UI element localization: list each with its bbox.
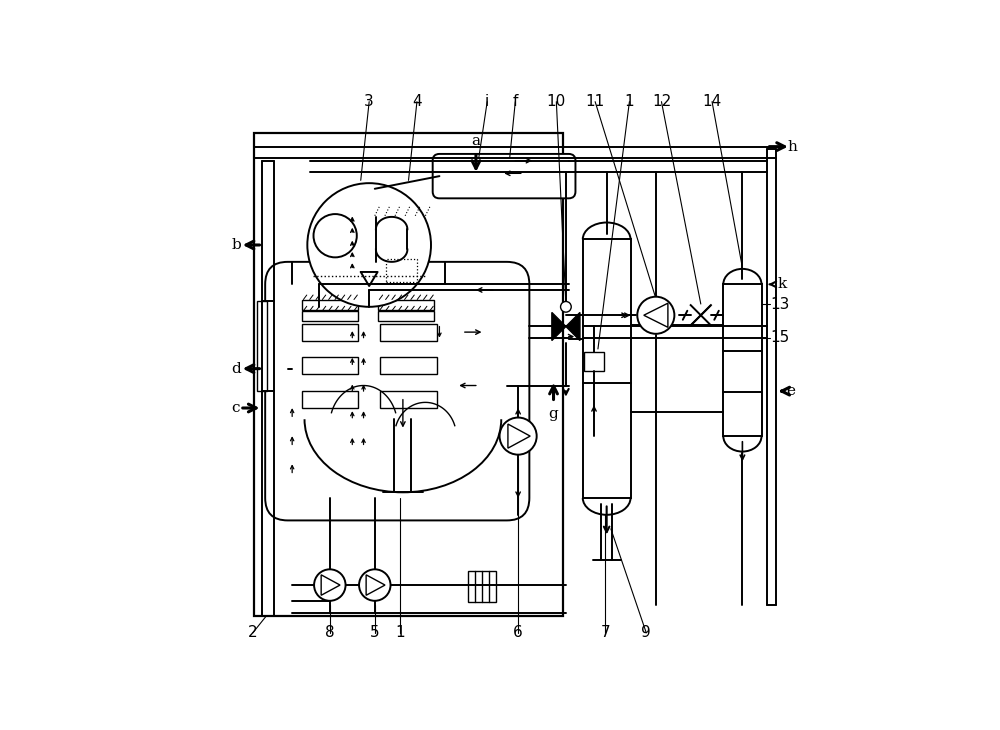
Text: 5: 5 [370,626,380,640]
Text: 1: 1 [395,626,405,640]
Polygon shape [508,424,530,448]
Text: d: d [231,361,241,376]
Bar [302,299,358,310]
Text: 15: 15 [770,330,789,345]
Bar [380,391,437,408]
Bar [380,358,437,374]
Bar [583,239,631,498]
Circle shape [561,301,571,312]
Text: k: k [778,277,787,291]
Text: 13: 13 [770,296,789,312]
Polygon shape [321,575,340,595]
Circle shape [307,183,431,307]
Bar [378,311,434,321]
Text: 1: 1 [625,94,634,110]
Polygon shape [644,303,668,327]
Text: a: a [471,134,480,148]
Text: 3: 3 [364,94,374,110]
Polygon shape [366,575,385,595]
Circle shape [637,296,674,334]
Polygon shape [552,312,566,340]
Polygon shape [509,426,528,446]
Bar [257,301,267,391]
Text: 12: 12 [652,94,671,110]
Circle shape [359,569,391,601]
Bar [302,358,358,374]
Text: 6: 6 [513,626,523,640]
Bar [380,323,437,340]
Text: 9: 9 [641,626,651,640]
Polygon shape [566,312,580,340]
Bar [723,284,762,436]
Bar [302,311,358,321]
Text: i: i [485,94,489,110]
Text: 7: 7 [600,626,610,640]
Circle shape [314,214,357,258]
Bar [468,571,496,602]
Bar [302,391,358,408]
Text: f: f [513,94,518,110]
Bar [584,353,604,372]
Circle shape [314,569,346,601]
Bar [302,323,358,340]
Bar [254,133,563,616]
Text: 2: 2 [248,626,258,640]
Text: e: e [786,384,795,398]
Text: 4: 4 [412,94,422,110]
Bar [378,299,434,310]
Text: h: h [787,139,797,153]
Text: b: b [231,238,241,252]
Text: 10: 10 [547,94,566,110]
Circle shape [502,420,534,452]
Text: g: g [549,407,558,421]
Text: 11: 11 [586,94,605,110]
FancyBboxPatch shape [433,154,575,199]
Text: 14: 14 [702,94,722,110]
FancyBboxPatch shape [265,262,529,520]
Text: c: c [232,401,240,415]
Circle shape [500,418,537,455]
Text: 8: 8 [325,626,335,640]
